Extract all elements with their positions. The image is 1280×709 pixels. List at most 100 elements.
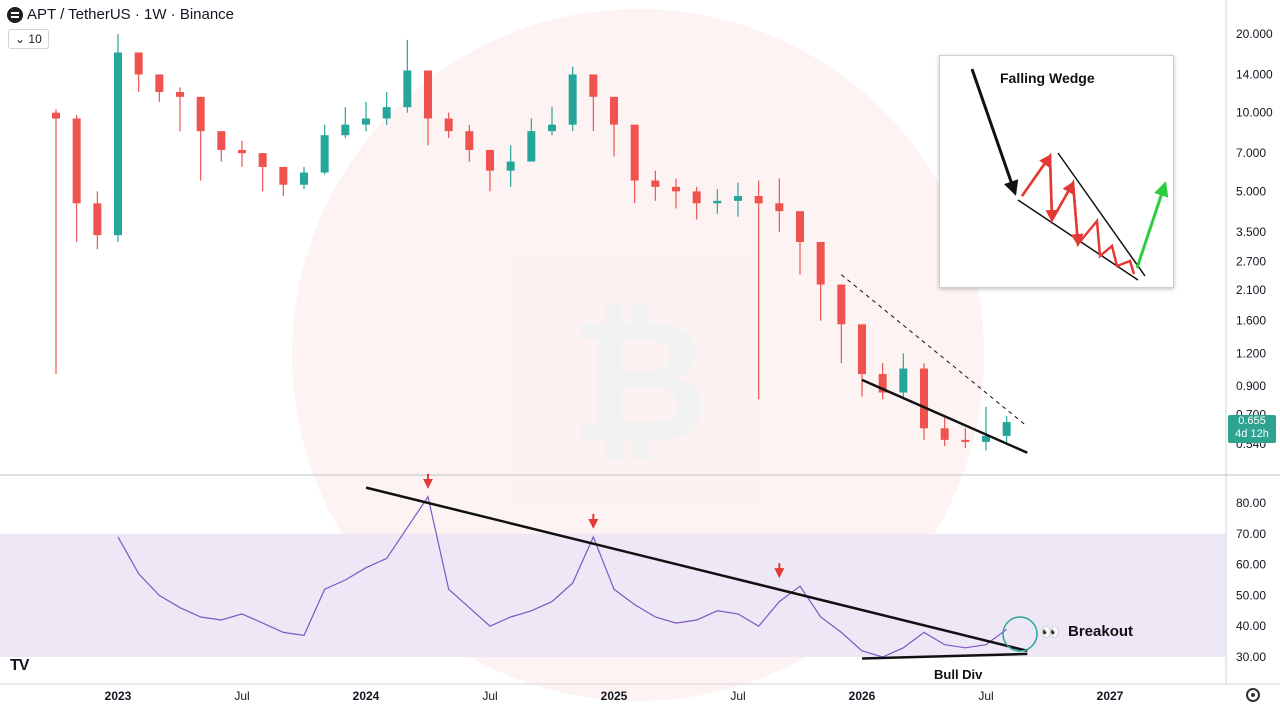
candle-body	[940, 428, 949, 440]
wedge-arrow-2	[1045, 155, 1058, 223]
time-axis: 2023 Jul 2024 Jul 2025 Jul 2026 Jul 2027	[105, 689, 1124, 703]
breakout-arrow	[1135, 181, 1169, 269]
price-axis-tick: 1.600	[1236, 314, 1266, 328]
candle-body	[486, 149, 494, 171]
candle-body	[878, 374, 887, 393]
time-axis-tick: Jul	[978, 689, 993, 703]
candle-body	[982, 435, 990, 442]
candle-body	[93, 203, 102, 236]
price-axis-tick: 2.700	[1236, 254, 1266, 268]
candle-body	[279, 166, 288, 185]
entry-arrow	[970, 68, 1019, 196]
rsi-axis-tick: 80.00	[1236, 496, 1266, 510]
gear-icon[interactable]	[1246, 688, 1260, 702]
time-axis-tick: 2025	[601, 689, 628, 703]
candle-body	[527, 131, 536, 162]
candle-body	[610, 96, 618, 125]
time-axis-tick: Jul	[730, 689, 745, 703]
candle-body	[362, 118, 370, 125]
candle-body	[217, 131, 226, 150]
candle-body	[899, 368, 908, 393]
candle-body	[692, 191, 701, 204]
eyes-icon: 👀	[1041, 624, 1060, 641]
candle-body	[734, 195, 742, 201]
falling-wedge-inset: Falling Wedge	[939, 55, 1174, 288]
time-axis-tick: Jul	[234, 689, 249, 703]
last-price-tag: 0.655 4d 12h	[1228, 415, 1276, 443]
time-axis-tick: 2024	[353, 689, 380, 703]
candle-body	[403, 70, 412, 108]
candle-body	[920, 368, 928, 429]
candle-body	[300, 172, 308, 185]
exchange-logo-icon	[7, 7, 23, 23]
wedge-upper	[841, 274, 1028, 427]
candle-body	[1002, 422, 1011, 436]
rsi-trendlines	[365, 486, 1028, 660]
rsi-line	[117, 495, 1008, 658]
candle-body	[961, 439, 970, 442]
breakout-circle	[1002, 616, 1038, 652]
svg-text:₿: ₿	[571, 283, 710, 481]
candle-body	[72, 118, 81, 204]
candle-body	[816, 242, 825, 285]
rsi-axis-tick: 30.00	[1236, 650, 1266, 664]
rsi-axis-tick: 50.00	[1236, 588, 1266, 602]
candle-body	[858, 324, 866, 375]
candle-body	[176, 91, 184, 97]
candle-body	[589, 74, 598, 97]
candle-body	[754, 195, 763, 204]
candle-body	[114, 52, 122, 236]
inset-title: Falling Wedge	[1000, 70, 1095, 86]
time-axis-tick: 2023	[105, 689, 132, 703]
candles-group	[52, 34, 1011, 451]
tradingview-logo-icon[interactable]: TV	[10, 657, 29, 674]
price-trendlines	[841, 274, 1028, 454]
candle-body	[52, 112, 60, 119]
price-axis-tick: 14.000	[1236, 67, 1273, 81]
wedge-arrow-3	[1050, 180, 1075, 221]
symbol-title[interactable]: APT / TetherUS · 1W · Binance	[27, 6, 235, 23]
candle-body	[238, 149, 246, 154]
falling-wedge-diagram	[970, 68, 1169, 281]
price-axis-tick: 2.100	[1236, 283, 1266, 297]
candle-body	[134, 52, 143, 75]
candle-body	[713, 200, 722, 204]
wedge-arrow-4	[1070, 182, 1084, 247]
volume-badge[interactable]: ⌄ 10	[8, 29, 49, 49]
price-axis-tick: 3.500	[1236, 225, 1266, 239]
time-axis-tick: 2026	[849, 689, 876, 703]
candle-body	[651, 180, 660, 187]
candle-body	[424, 70, 432, 119]
candle-body	[465, 131, 474, 150]
breakout-label: Breakout	[1068, 623, 1134, 640]
candle-body	[382, 107, 391, 119]
price-axis-tick: 5.000	[1236, 184, 1266, 198]
rsi-band	[0, 533, 1226, 657]
candle-body	[320, 135, 329, 173]
wedge-lower	[861, 378, 1028, 454]
rsi-markers	[423, 473, 785, 579]
volume-badge-value: 10	[28, 32, 42, 46]
time-axis-tick: 2027	[1097, 689, 1124, 703]
candle-body	[630, 124, 639, 181]
rsi-axis-tick: 60.00	[1236, 558, 1266, 572]
time-axis-tick: Jul	[482, 689, 497, 703]
candle-body	[796, 211, 804, 243]
bull-div-label: Bull Div	[934, 667, 983, 682]
candle-body	[548, 124, 556, 132]
price-axis-tick: 20.000	[1236, 27, 1273, 41]
price-axis-tick: 7.000	[1236, 146, 1266, 160]
candle-body	[506, 161, 515, 171]
wedge-arrow-1	[1020, 153, 1052, 197]
rsi-resistance	[365, 486, 1028, 653]
wedge-upper-line	[1057, 152, 1146, 277]
bar-countdown: 4d 12h	[1235, 428, 1269, 440]
candle-body	[672, 186, 680, 192]
bitcoin-watermark: ₿	[292, 9, 984, 701]
price-axis-tick: 10.000	[1236, 106, 1273, 120]
rsi-support-bull-div	[861, 652, 1028, 660]
price-axis-tick: 0.900	[1236, 379, 1266, 393]
candle-body	[155, 74, 164, 92]
rsi-axis: 30.00 40.00 50.00 60.00 70.00 80.00	[1236, 496, 1266, 664]
